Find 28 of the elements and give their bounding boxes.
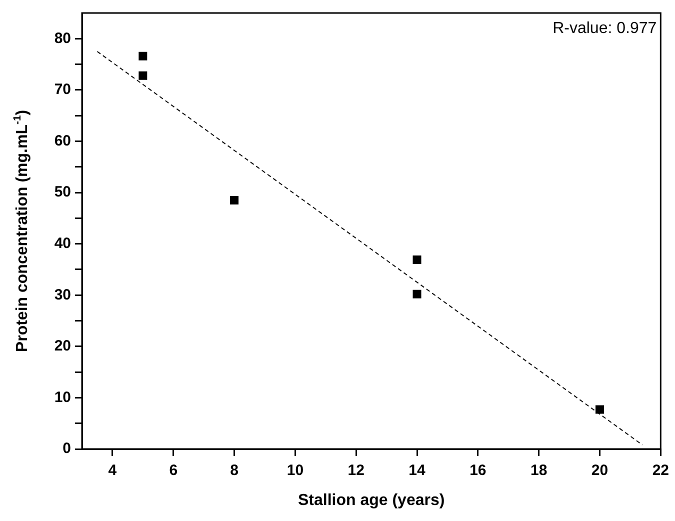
point xyxy=(138,71,148,80)
x-axis-title: Stallion age (years) xyxy=(298,492,445,509)
x-tick-label: 14 xyxy=(408,462,426,480)
point xyxy=(138,52,148,60)
x-tick-label: 6 xyxy=(169,462,178,480)
y-tick-label: 70 xyxy=(54,81,71,98)
annotation: R-value: 0.977 xyxy=(552,20,657,37)
x-tick-label: 20 xyxy=(591,462,608,480)
y-tick-label: 10 xyxy=(54,388,71,406)
x-tick-label: 18 xyxy=(530,462,548,480)
point xyxy=(596,405,604,414)
y-tick-label: 20 xyxy=(54,338,71,355)
y-axis-title: Protein concentration (mg.mL-1) xyxy=(12,110,31,352)
point xyxy=(412,290,422,298)
point xyxy=(230,196,239,204)
y-tick-label: 80 xyxy=(54,30,71,47)
y-tick-label: 50 xyxy=(54,184,71,201)
x-tick-label: 22 xyxy=(652,462,669,480)
y-tick-label: 0 xyxy=(62,440,71,458)
x-tick-label: 8 xyxy=(230,462,238,480)
y-tick-label: 30 xyxy=(54,286,71,304)
x-tick-label: 10 xyxy=(286,462,304,480)
x-tick-label: 12 xyxy=(348,462,364,480)
x-tick-label: 4 xyxy=(108,462,118,480)
x-tick-label: 16 xyxy=(470,462,486,480)
y-tick-label: 60 xyxy=(54,132,71,150)
y-tick-label: 40 xyxy=(54,234,71,252)
point xyxy=(412,255,422,264)
